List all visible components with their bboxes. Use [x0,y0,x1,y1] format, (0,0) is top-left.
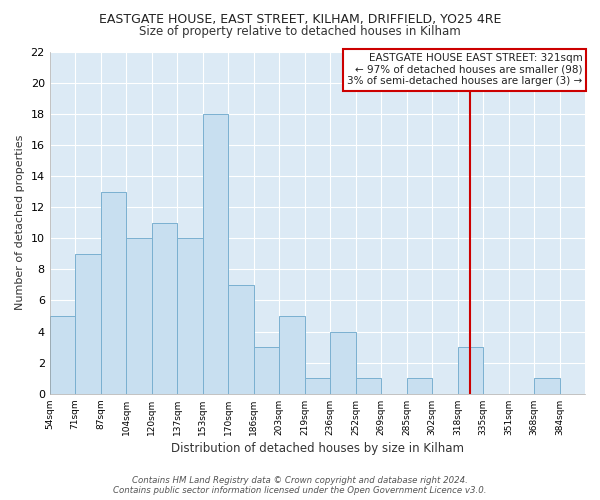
X-axis label: Distribution of detached houses by size in Kilham: Distribution of detached houses by size … [171,442,464,455]
Text: EASTGATE HOUSE EAST STREET: 321sqm
← 97% of detached houses are smaller (98)
3% : EASTGATE HOUSE EAST STREET: 321sqm ← 97%… [347,53,583,86]
Bar [203,114,228,394]
Bar [356,378,381,394]
Text: Contains HM Land Registry data © Crown copyright and database right 2024.
Contai: Contains HM Land Registry data © Crown c… [113,476,487,495]
Y-axis label: Number of detached properties: Number of detached properties [15,135,25,310]
Bar [75,254,101,394]
Text: EASTGATE HOUSE, EAST STREET, KILHAM, DRIFFIELD, YO25 4RE: EASTGATE HOUSE, EAST STREET, KILHAM, DRI… [99,12,501,26]
Bar [458,347,483,394]
Bar [177,238,203,394]
Bar [534,378,560,394]
Bar [152,222,177,394]
Bar [126,238,152,394]
Bar [101,192,126,394]
Bar [407,378,432,394]
Bar [279,316,305,394]
Bar [50,316,75,394]
Bar [330,332,356,394]
Bar [305,378,330,394]
Bar [254,347,279,394]
Bar [228,285,254,394]
Text: Size of property relative to detached houses in Kilham: Size of property relative to detached ho… [139,25,461,38]
